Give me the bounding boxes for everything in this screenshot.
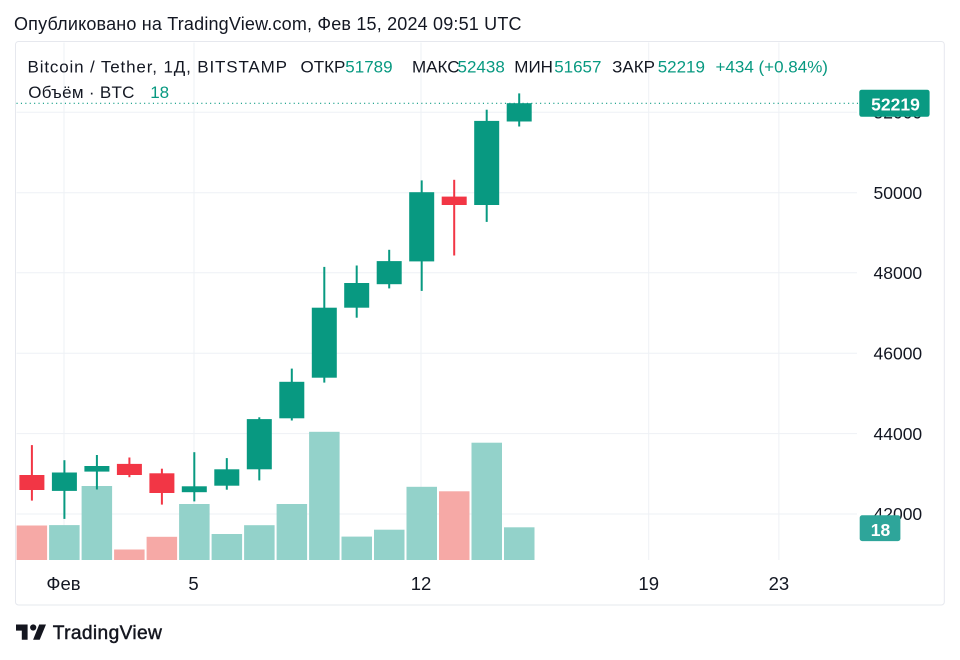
svg-text:ЗАКР: ЗАКР [612,57,655,76]
svg-text:23: 23 [769,573,790,594]
svg-text:44000: 44000 [874,424,923,444]
svg-text:Объём · BTC: Объём · BTC [28,83,135,102]
svg-text:Фев: Фев [46,573,80,594]
svg-text:12: 12 [411,573,432,594]
svg-text:Опубликовано на TradingView.co: Опубликовано на TradingView.com, Фев 15,… [14,14,522,34]
svg-text:51657: 51657 [554,57,601,76]
svg-text:52438: 52438 [458,57,505,76]
svg-text:52219: 52219 [871,94,920,114]
svg-text:52219: 52219 [658,57,705,76]
svg-text:46000: 46000 [874,344,923,364]
svg-text:5: 5 [188,573,198,594]
svg-text:ОТКР: ОТКР [301,57,346,76]
svg-text:TradingView: TradingView [53,623,162,644]
svg-text:МИН: МИН [514,57,553,76]
svg-text:+434 (+0.84%): +434 (+0.84%) [716,57,828,76]
svg-text:МАКС: МАКС [412,57,460,76]
svg-text:18: 18 [150,83,169,102]
svg-text:50000: 50000 [874,183,923,203]
svg-text:Bitcoin / Tether, 1Д, BITSTAMP: Bitcoin / Tether, 1Д, BITSTAMP [28,57,288,76]
svg-text:18: 18 [871,520,891,540]
svg-text:51789: 51789 [345,57,392,76]
svg-text:48000: 48000 [874,263,923,283]
svg-text:19: 19 [638,573,659,594]
